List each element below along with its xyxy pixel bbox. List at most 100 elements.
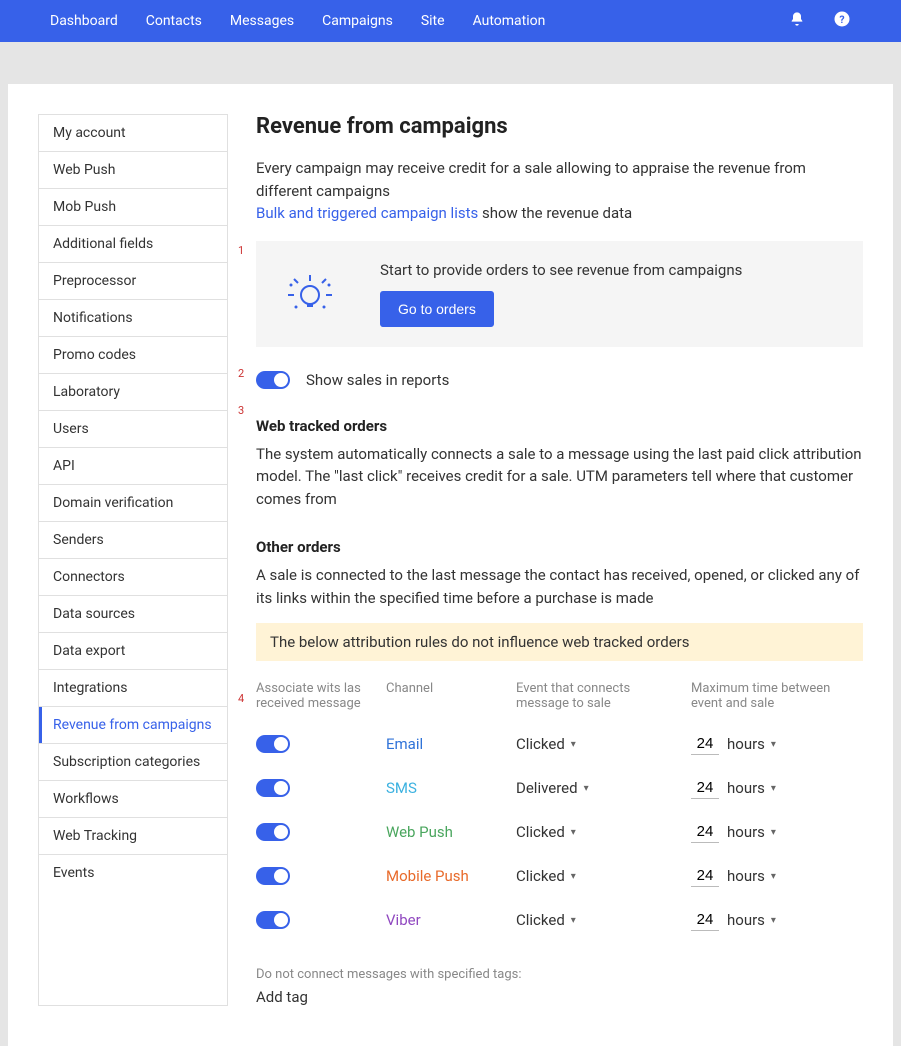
warning-banner: The below attribution rules do not influ… bbox=[256, 623, 863, 661]
time-unit-select[interactable]: hours▾ bbox=[727, 911, 776, 929]
sidebar-item-senders[interactable]: Senders bbox=[39, 522, 227, 559]
other-orders-body: A sale is connected to the last message … bbox=[256, 564, 863, 609]
tag-label: Do not connect messages with specified t… bbox=[256, 967, 863, 982]
annotation-4: 4 bbox=[238, 692, 244, 705]
chevron-down-icon: ▾ bbox=[571, 915, 576, 926]
promo-text: Start to provide orders to see revenue f… bbox=[380, 261, 839, 279]
sidebar-item-promo-codes[interactable]: Promo codes bbox=[39, 337, 227, 374]
rule-toggle[interactable] bbox=[256, 823, 290, 841]
sidebar-item-preprocessor[interactable]: Preprocessor bbox=[39, 263, 227, 300]
time-number-input[interactable] bbox=[691, 733, 719, 755]
channel-label: SMS bbox=[386, 779, 417, 797]
topnav-item-site[interactable]: Site bbox=[421, 13, 445, 29]
channel-label: Web Push bbox=[386, 823, 453, 841]
time-number-input[interactable] bbox=[691, 909, 719, 931]
event-select[interactable]: Clicked▾ bbox=[516, 867, 576, 885]
main-panel: My accountWeb PushMob PushAdditional fie… bbox=[8, 84, 893, 1046]
rule-toggle[interactable] bbox=[256, 867, 290, 885]
intro-text: Every campaign may receive credit for a … bbox=[256, 157, 863, 225]
rule-row: Web Push Clicked▾ hours▾ bbox=[256, 821, 863, 843]
event-select[interactable]: Clicked▾ bbox=[516, 823, 576, 841]
idea-icon bbox=[280, 269, 340, 319]
rules-header: Associate wits las received message Chan… bbox=[256, 681, 863, 711]
rules-table: Associate wits las received message Chan… bbox=[256, 681, 863, 931]
col-channel: Channel bbox=[386, 681, 506, 711]
tag-section: Do not connect messages with specified t… bbox=[256, 967, 863, 1006]
time-number-input[interactable] bbox=[691, 865, 719, 887]
sidebar-item-additional-fields[interactable]: Additional fields bbox=[39, 226, 227, 263]
time-unit-select[interactable]: hours▾ bbox=[727, 867, 776, 885]
sidebar-item-integrations[interactable]: Integrations bbox=[39, 670, 227, 707]
rule-toggle[interactable] bbox=[256, 911, 290, 929]
channel-label: Mobile Push bbox=[386, 867, 469, 885]
add-tag-button[interactable]: Add tag bbox=[256, 988, 863, 1006]
event-select[interactable]: Clicked▾ bbox=[516, 911, 576, 929]
sidebar-item-domain-verification[interactable]: Domain verification bbox=[39, 485, 227, 522]
annotation-1: 1 bbox=[238, 244, 244, 257]
event-select[interactable]: Clicked▾ bbox=[516, 735, 576, 753]
sidebar-item-web-push[interactable]: Web Push bbox=[39, 152, 227, 189]
bell-icon[interactable] bbox=[789, 11, 805, 31]
time-unit-select[interactable]: hours▾ bbox=[727, 823, 776, 841]
web-orders-body: The system automatically connects a sale… bbox=[256, 443, 863, 511]
chevron-down-icon: ▾ bbox=[771, 783, 776, 794]
rule-row: Viber Clicked▾ hours▾ bbox=[256, 909, 863, 931]
annotation-2: 2 bbox=[238, 367, 244, 380]
time-unit-select[interactable]: hours▾ bbox=[727, 779, 776, 797]
sidebar-item-laboratory[interactable]: Laboratory bbox=[39, 374, 227, 411]
annotation-3: 3 bbox=[238, 404, 244, 417]
help-icon[interactable]: ? bbox=[833, 10, 851, 32]
chevron-down-icon: ▾ bbox=[571, 739, 576, 750]
sidebar-item-my-account[interactable]: My account bbox=[39, 115, 227, 152]
top-nav-left: Dashboard Contacts Messages Campaigns Site Au… bbox=[50, 13, 545, 29]
show-sales-row: Show sales in reports bbox=[256, 371, 863, 389]
sidebar-item-notifications[interactable]: Notifications bbox=[39, 300, 227, 337]
sidebar-item-connectors[interactable]: Connectors bbox=[39, 559, 227, 596]
intro-link[interactable]: Bulk and triggered campaign lists bbox=[256, 204, 478, 222]
sidebar-item-subscription-categories[interactable]: Subscription categories bbox=[39, 744, 227, 781]
topnav-item-messages[interactable]: Messages bbox=[230, 13, 294, 29]
chevron-down-icon: ▾ bbox=[771, 871, 776, 882]
col-time: Maximum time between event and sale bbox=[691, 681, 863, 711]
chevron-down-icon: ▾ bbox=[571, 871, 576, 882]
sidebar-item-web-tracking[interactable]: Web Tracking bbox=[39, 818, 227, 855]
promo-card: Start to provide orders to see revenue f… bbox=[256, 241, 863, 347]
col-assoc: Associate wits las received message bbox=[256, 681, 376, 711]
sidebar-item-data-sources[interactable]: Data sources bbox=[39, 596, 227, 633]
topnav-item-dashboard[interactable]: Dashboard bbox=[50, 13, 118, 29]
sidebar-item-api[interactable]: API bbox=[39, 448, 227, 485]
top-nav-right: ? bbox=[789, 10, 851, 32]
chevron-down-icon: ▾ bbox=[771, 827, 776, 838]
sidebar-item-workflows[interactable]: Workflows bbox=[39, 781, 227, 818]
rule-row: Mobile Push Clicked▾ hours▾ bbox=[256, 865, 863, 887]
rule-row: SMS Delivered▾ hours▾ bbox=[256, 777, 863, 799]
topnav-item-campaigns[interactable]: Campaigns bbox=[322, 13, 393, 29]
sidebar-item-data-export[interactable]: Data export bbox=[39, 633, 227, 670]
show-sales-toggle[interactable] bbox=[256, 371, 290, 389]
svg-text:?: ? bbox=[839, 13, 844, 26]
time-number-input[interactable] bbox=[691, 777, 719, 799]
channel-label: Viber bbox=[386, 911, 421, 929]
chevron-down-icon: ▾ bbox=[771, 739, 776, 750]
other-orders-title: Other orders bbox=[256, 538, 863, 556]
channel-label: Email bbox=[386, 735, 423, 753]
time-unit-select[interactable]: hours▾ bbox=[727, 735, 776, 753]
top-nav: Dashboard Contacts Messages Campaigns Site Au… bbox=[0, 0, 901, 42]
topnav-item-automation[interactable]: Automation bbox=[473, 13, 546, 29]
sidebar-item-revenue-from-campaigns[interactable]: Revenue from campaigns bbox=[39, 707, 227, 744]
show-sales-label: Show sales in reports bbox=[306, 371, 449, 389]
topnav-item-contacts[interactable]: Contacts bbox=[146, 13, 202, 29]
chevron-down-icon: ▾ bbox=[571, 827, 576, 838]
web-orders-title: Web tracked orders bbox=[256, 417, 863, 435]
time-number-input[interactable] bbox=[691, 821, 719, 843]
rule-row: Email Clicked▾ hours▾ bbox=[256, 733, 863, 755]
intro-line2: show the revenue data bbox=[478, 204, 632, 222]
rule-toggle[interactable] bbox=[256, 779, 290, 797]
sidebar-item-events[interactable]: Events bbox=[39, 855, 227, 891]
rule-toggle[interactable] bbox=[256, 735, 290, 753]
sidebar-item-mob-push[interactable]: Mob Push bbox=[39, 189, 227, 226]
event-select[interactable]: Delivered▾ bbox=[516, 779, 589, 797]
intro-line1: Every campaign may receive credit for a … bbox=[256, 159, 806, 200]
sidebar-item-users[interactable]: Users bbox=[39, 411, 227, 448]
go-to-orders-button[interactable]: Go to orders bbox=[380, 291, 494, 327]
